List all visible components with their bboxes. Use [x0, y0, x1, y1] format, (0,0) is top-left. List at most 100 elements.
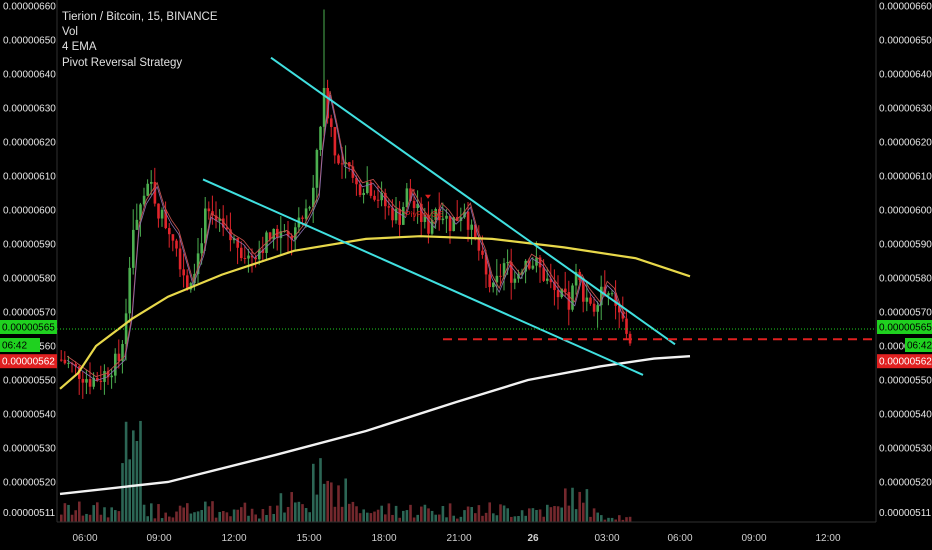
symbol-title[interactable]: Tierion / Bitcoin, 15, BINANCE [62, 11, 218, 23]
time-axis[interactable]: 06:00 09:00 12:00 15:00 18:00 21:00 26 03:00 06:… [72, 533, 840, 544]
volume-bar [571, 487, 574, 522]
candle-body [139, 204, 142, 220]
candle-body [596, 305, 599, 312]
signal-arrow [425, 194, 431, 199]
x-tick: 18:00 [371, 533, 396, 544]
candle-body [171, 234, 175, 241]
volume-bar [434, 514, 437, 522]
volume-bar [268, 505, 272, 522]
volume-bar [351, 501, 355, 522]
candle-body [232, 238, 236, 241]
candle-body [463, 211, 466, 218]
volume-bar [610, 517, 614, 522]
candle-body [330, 118, 333, 127]
candle-body [164, 209, 167, 229]
candle-body [618, 305, 621, 313]
volume-bar [121, 463, 124, 522]
price-tags: 0.00000565 06:42 0.00000562 0.00000565 06:42… [0, 320, 932, 369]
candle-body [495, 275, 499, 283]
volume-bar [477, 505, 481, 522]
chart-legend: Tierion / Bitcoin, 15, BINANCE Vol 4 EMA… [62, 10, 218, 71]
candle-body [452, 217, 455, 232]
stop-price-tag-left: 0.00000562 [2, 357, 55, 368]
volume-bar [412, 517, 416, 522]
y-tick-right: 0.00000511 [879, 508, 932, 519]
y-tick-left: 0.00000650 [3, 36, 56, 47]
volume-bar [106, 517, 110, 522]
candle-body [589, 297, 592, 304]
volume-bar [117, 511, 121, 522]
volume-bar [67, 504, 70, 522]
volume-bar [549, 507, 553, 522]
y-tick-right: 0.00000600 [879, 206, 932, 217]
candle-body [268, 232, 272, 240]
countdown-tag-left-bg [0, 338, 40, 352]
candle-body [434, 209, 437, 220]
volume-bar [164, 512, 167, 522]
volume-bar [114, 510, 117, 522]
volume-bar [333, 506, 337, 522]
candle-body [250, 255, 254, 258]
y-tick-right: 0.00000650 [879, 36, 932, 47]
volume-bar [358, 513, 362, 522]
volume-bar [495, 515, 499, 522]
volume-bar [506, 508, 509, 522]
candle-body [574, 271, 578, 286]
strategy-indicator-label[interactable]: Pivot Reversal Strategy [62, 56, 183, 69]
volume-bar [567, 505, 571, 522]
volume-bar [222, 511, 225, 522]
candle-body [528, 260, 531, 269]
candle-body [376, 199, 380, 201]
volume-bar [560, 507, 563, 522]
volume-bar [531, 508, 535, 522]
candle-body [384, 192, 387, 207]
volume-bar [146, 516, 149, 522]
volume-bar [229, 516, 232, 522]
volume-bar [153, 518, 157, 522]
y-tick-left: 0.00000520 [3, 478, 56, 489]
candle-body [506, 262, 509, 264]
x-tick: 09:00 [741, 533, 766, 544]
volume-bar [513, 516, 517, 522]
candle-body [157, 203, 160, 219]
candle-body [427, 214, 430, 234]
candle-body [74, 364, 77, 367]
y-tick-right: 0.00000540 [879, 410, 932, 421]
candle-body [405, 188, 409, 207]
candle-body [322, 87, 326, 127]
x-tick: 12:00 [815, 533, 840, 544]
volume-bar [402, 510, 405, 522]
volume-bar [150, 503, 153, 522]
candle-body [200, 243, 203, 254]
volume-bar [474, 513, 477, 522]
volume-bar [290, 492, 293, 522]
volume-bar [355, 506, 358, 522]
candle-body [214, 215, 218, 221]
last-price-tag-left: 0.00000565 [2, 323, 55, 334]
volume-bar [196, 511, 200, 522]
candle-body [182, 269, 185, 276]
ema-indicator-label[interactable]: 4 EMA [62, 41, 97, 54]
volume-bar [308, 512, 311, 522]
volume-bar [492, 513, 495, 522]
volume-bar [85, 513, 88, 522]
volume-bar [416, 514, 419, 522]
candle-body [319, 126, 322, 150]
volume-bar [168, 516, 171, 522]
candle-body [153, 181, 157, 204]
volume-bar [625, 517, 628, 522]
candle-body [261, 249, 265, 253]
volume-indicator-label[interactable]: Vol [62, 26, 78, 39]
y-tick-left: 0.00000530 [3, 444, 56, 455]
volume-bar [74, 510, 77, 522]
volume-bar [297, 501, 301, 522]
volume-bar [344, 478, 347, 522]
candle-body [398, 208, 401, 225]
candle-body [409, 188, 412, 201]
x-tick: 15:00 [296, 533, 321, 544]
last-price-tag-right-bg [877, 320, 932, 334]
y-tick-right: 0.00000660 [879, 2, 932, 13]
volume-bar [578, 491, 581, 522]
